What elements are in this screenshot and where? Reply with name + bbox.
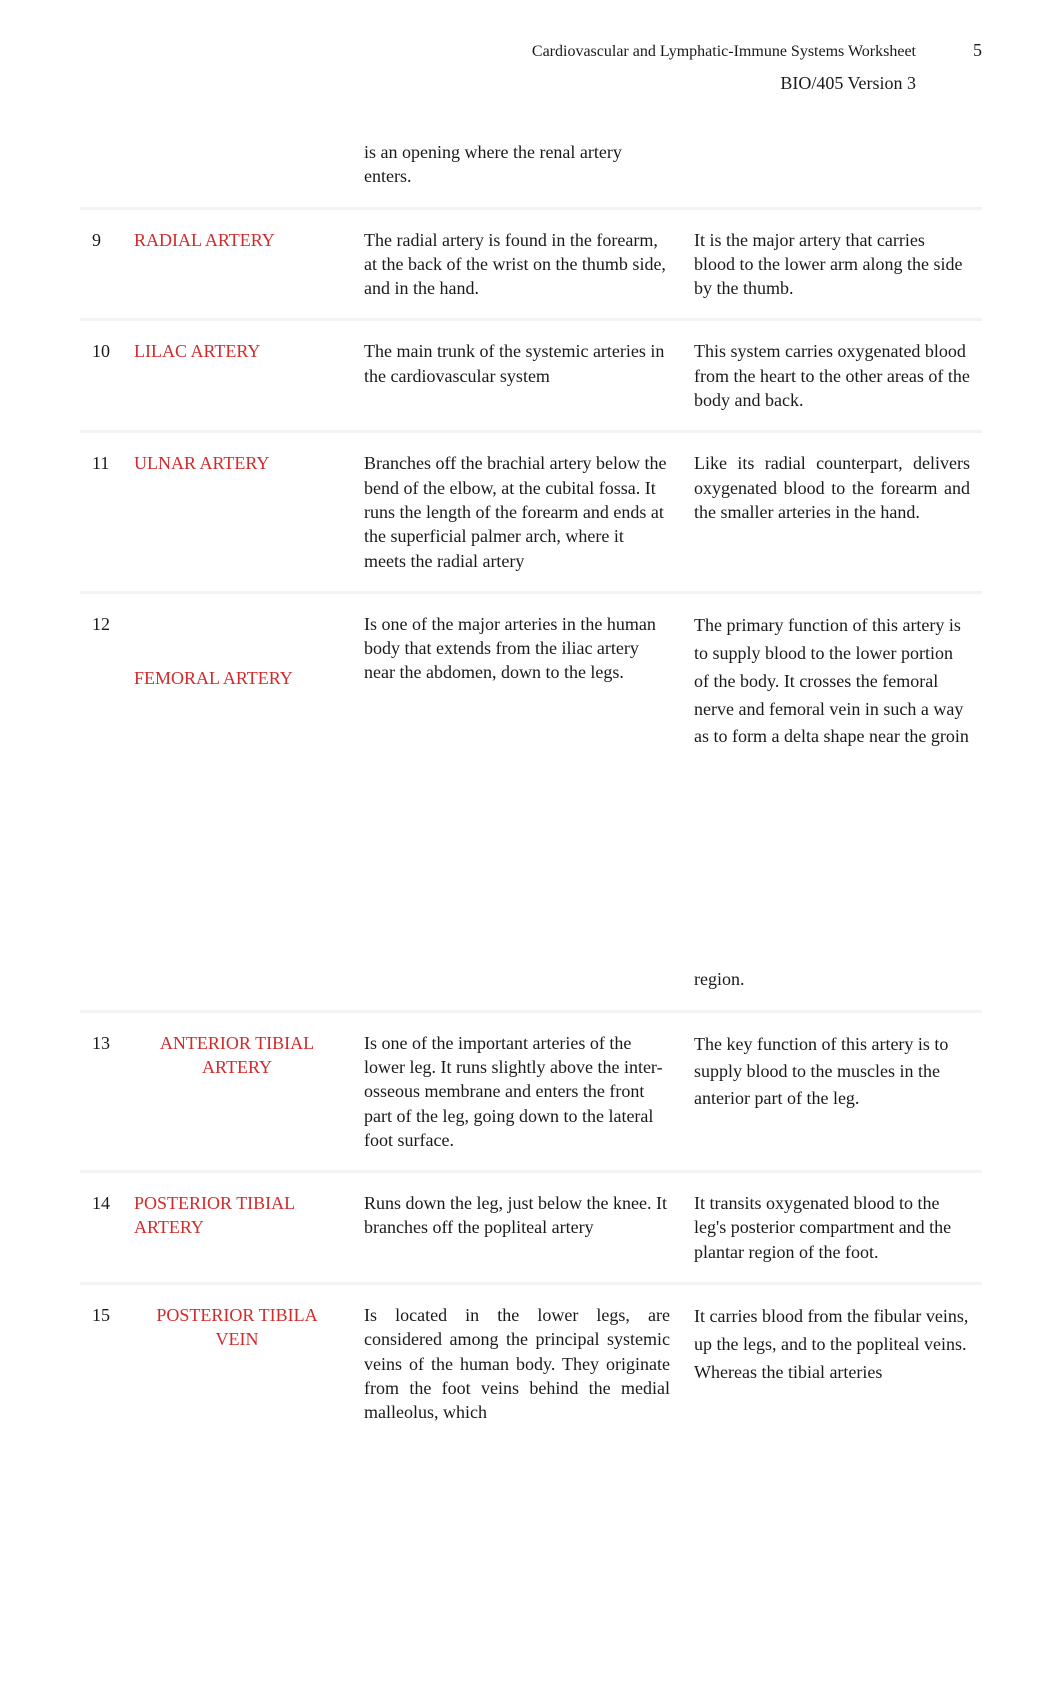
artery-description xyxy=(352,949,682,1011)
artery-function: The primary function of this artery is t… xyxy=(682,592,982,769)
artery-function: The key function of this artery is to su… xyxy=(682,1011,982,1171)
table-row: 13 ANTERIOR TIBIAL ARTERY Is one of the … xyxy=(80,1011,982,1171)
region-continuation: region. xyxy=(682,949,982,1011)
row-index: 12 xyxy=(80,592,122,769)
page-number: 5 xyxy=(964,40,982,61)
row-index: 10 xyxy=(80,320,122,432)
row-index: 14 xyxy=(80,1172,122,1284)
row-index xyxy=(80,122,122,208)
artery-name: FEMORAL ARTERY xyxy=(122,592,352,769)
artery-function: It carries blood from the fibular veins,… xyxy=(682,1283,982,1442)
artery-name: LILAC ARTERY xyxy=(122,320,352,432)
artery-description: The radial artery is found in the forear… xyxy=(352,208,682,320)
artery-name: ULNAR ARTERY xyxy=(122,432,352,592)
artery-description: is an opening where the renal artery ent… xyxy=(352,122,682,208)
artery-description: Runs down the leg, just below the knee. … xyxy=(352,1172,682,1284)
artery-name: RADIAL ARTERY xyxy=(122,208,352,320)
anatomy-table-upper: is an opening where the renal artery ent… xyxy=(80,122,982,769)
artery-name xyxy=(122,949,352,1011)
table-row: is an opening where the renal artery ent… xyxy=(80,122,982,208)
page-break-gap xyxy=(80,769,982,949)
table-row: 11 ULNAR ARTERY Branches off the brachia… xyxy=(80,432,982,592)
header-row: Cardiovascular and Lymphatic-Immune Syst… xyxy=(80,40,982,61)
artery-description: Is one of the important arteries of the … xyxy=(352,1011,682,1171)
artery-name: POSTERIOR TIBILA VEIN xyxy=(122,1283,352,1442)
row-index xyxy=(80,949,122,1011)
artery-function xyxy=(682,122,982,208)
artery-description: Is one of the major arteries in the huma… xyxy=(352,592,682,769)
artery-name: POSTERIOR TIBIAL ARTERY xyxy=(122,1172,352,1284)
table-row: 10 LILAC ARTERY The main trunk of the sy… xyxy=(80,320,982,432)
artery-description: Branches off the brachial artery below t… xyxy=(352,432,682,592)
artery-description: The main trunk of the systemic arteries … xyxy=(352,320,682,432)
artery-function: It is the major artery that carries bloo… xyxy=(682,208,982,320)
artery-function: Like its radial counterpart, delivers ox… xyxy=(682,432,982,592)
artery-name: ANTERIOR TIBIAL ARTERY xyxy=(122,1011,352,1171)
table-row: 9 RADIAL ARTERY The radial artery is fou… xyxy=(80,208,982,320)
row-index: 11 xyxy=(80,432,122,592)
header-title: Cardiovascular and Lymphatic-Immune Syst… xyxy=(532,43,916,61)
row-index: 13 xyxy=(80,1011,122,1171)
artery-function: It transits oxygenated blood to the leg'… xyxy=(682,1172,982,1284)
subheader-row: BIO/405 Version 3 xyxy=(80,73,982,94)
table-row: 12 FEMORAL ARTERY Is one of the major ar… xyxy=(80,592,982,769)
table-row: 14 POSTERIOR TIBIAL ARTERY Runs down the… xyxy=(80,1172,982,1284)
table-row: region. xyxy=(80,949,982,1011)
row-index: 9 xyxy=(80,208,122,320)
artery-description: Is located in the lower legs, are consid… xyxy=(352,1283,682,1442)
table-row: 15 POSTERIOR TIBILA VEIN Is located in t… xyxy=(80,1283,982,1442)
row-index: 15 xyxy=(80,1283,122,1442)
version-label: BIO/405 Version 3 xyxy=(780,73,916,94)
anatomy-table-lower: region. 13 ANTERIOR TIBIAL ARTERY Is one… xyxy=(80,949,982,1442)
artery-name xyxy=(122,122,352,208)
artery-function: This system carries oxygenated blood fro… xyxy=(682,320,982,432)
